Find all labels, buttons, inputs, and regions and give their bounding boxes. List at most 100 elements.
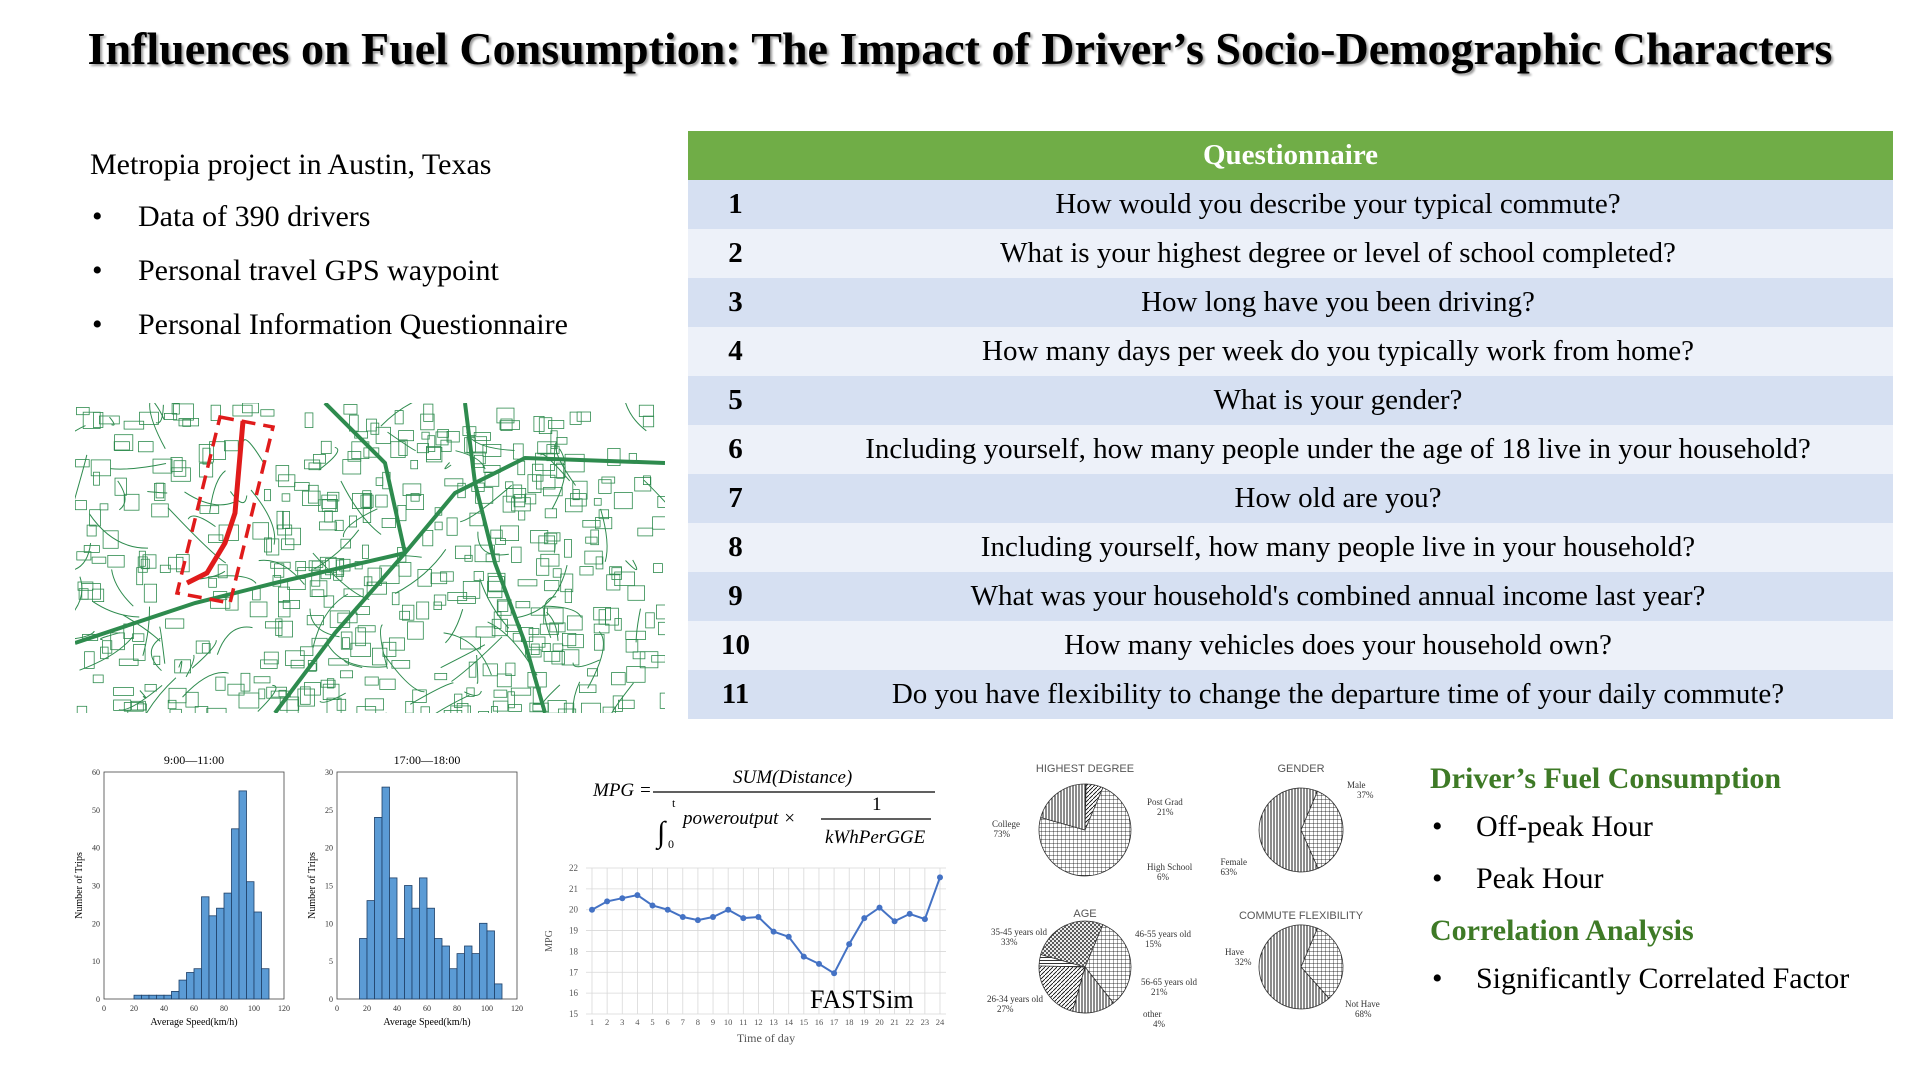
street-block	[460, 636, 481, 650]
street-block	[637, 527, 654, 537]
street-block	[584, 550, 603, 565]
mpg-data-point	[679, 914, 686, 920]
y-axis-label: MPG	[544, 930, 555, 952]
y-tick-label: 20	[325, 844, 333, 853]
local-road	[476, 654, 479, 684]
street-block	[174, 659, 191, 674]
highways	[75, 403, 665, 713]
x-tick-label: 100	[481, 1004, 493, 1013]
local-road	[443, 632, 492, 676]
mpg-data-point	[634, 892, 641, 899]
local-road	[542, 605, 582, 618]
local-road	[250, 489, 276, 545]
local-road	[312, 593, 349, 649]
street-block	[348, 515, 357, 528]
street-block	[364, 676, 379, 686]
street-block	[275, 465, 290, 482]
street-block	[253, 676, 271, 684]
street-block	[304, 459, 321, 470]
street-block	[407, 621, 424, 640]
street-block	[321, 499, 338, 512]
street-block	[595, 517, 613, 530]
y-tick-label: 16	[569, 988, 579, 998]
local-road	[75, 425, 86, 432]
mpg-data-point	[725, 906, 732, 913]
street-block	[165, 618, 185, 629]
histogram-bar	[253, 911, 262, 1000]
histogram-bar	[479, 922, 488, 1000]
street-block	[500, 418, 513, 432]
local-road	[313, 529, 360, 570]
street-block	[426, 446, 442, 460]
histogram-bar	[486, 930, 495, 1000]
local-road	[216, 626, 253, 655]
x-tick-label: 21	[890, 1017, 899, 1027]
street-block	[594, 634, 605, 651]
x-tick-label: 7	[681, 1017, 685, 1027]
street-block	[627, 585, 646, 601]
pie-slice	[1084, 924, 1132, 1004]
street-block	[529, 702, 549, 713]
intro-bullet: • Personal Information Questionnaire	[92, 308, 568, 341]
street-block	[612, 695, 623, 712]
street-block	[505, 662, 516, 677]
street-block	[252, 522, 269, 540]
street-block	[201, 643, 211, 654]
street-block	[198, 444, 214, 463]
street-block	[379, 565, 400, 584]
street-block	[78, 588, 89, 600]
pie-slice-label: 56-65 years old	[1141, 977, 1197, 987]
x-tick-label: 11	[739, 1017, 747, 1027]
street-block	[76, 705, 88, 713]
street-block	[434, 521, 443, 531]
street-block	[421, 431, 430, 440]
street-block	[566, 615, 583, 631]
summary-bullet: • Off-peak Hour	[1432, 810, 1653, 843]
street-block	[320, 679, 336, 688]
local-road	[555, 442, 577, 486]
street-block	[113, 441, 130, 451]
street-block	[90, 459, 112, 477]
pie-slice-percent: 32%	[1235, 957, 1252, 967]
street-block	[217, 564, 228, 579]
local-road	[242, 439, 264, 463]
formula-integral: ∫	[655, 816, 667, 851]
street-block	[614, 617, 622, 631]
street-block	[478, 710, 490, 713]
street-block	[547, 700, 567, 713]
street-block	[652, 516, 665, 530]
y-tick-label: 25	[325, 806, 333, 815]
street-block	[173, 460, 187, 477]
summary-bullet-text: Off-peak Hour	[1476, 810, 1653, 843]
y-tick-label: 10	[325, 919, 333, 928]
street-block	[76, 407, 90, 416]
street-block	[572, 489, 580, 501]
street-block	[194, 706, 209, 713]
table-row: 2 What is your highest degree or level of…	[688, 229, 1893, 278]
street-block	[440, 439, 452, 452]
street-block	[410, 460, 418, 470]
street-block	[178, 418, 200, 427]
street-block	[527, 474, 542, 493]
y-tick-label: 18	[569, 946, 579, 956]
x-tick-label: 17	[830, 1017, 839, 1027]
local-road	[625, 403, 647, 432]
street-block	[462, 580, 481, 599]
street-block	[595, 556, 604, 570]
question-text: How many vehicles does your household ow…	[783, 621, 1893, 670]
street-block	[556, 462, 565, 479]
street-block	[297, 688, 315, 707]
local-road	[209, 470, 226, 513]
street-block	[499, 525, 519, 542]
y-axis-label: Number of Trips	[307, 852, 318, 919]
street-block	[277, 524, 293, 536]
street-block	[185, 691, 199, 708]
histogram-bar	[133, 994, 142, 1000]
street-block	[168, 556, 184, 570]
y-tick-label: 60	[92, 768, 100, 777]
local-road	[319, 692, 346, 703]
histogram-bar	[389, 877, 398, 1000]
x-tick-label: 20	[363, 1004, 371, 1013]
street-block	[531, 463, 544, 482]
peak-speed-histogram: 17:00—18:00 0 20 40 60 80 100 120 0 5 10 15 20 25 30 Av…	[307, 753, 523, 1028]
